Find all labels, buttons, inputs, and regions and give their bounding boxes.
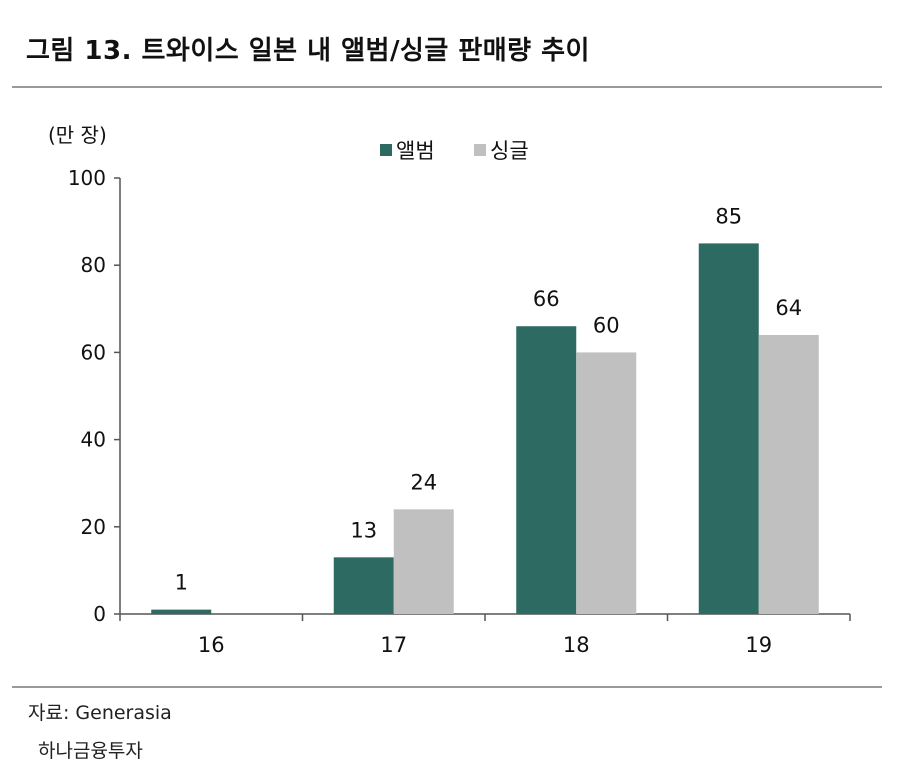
data-label-single: 24 (410, 470, 437, 494)
data-label-album: 66 (533, 287, 560, 311)
legend-label-single: 싱글 (490, 139, 529, 163)
data-label-album: 1 (175, 571, 188, 595)
top-divider (12, 86, 882, 88)
publisher-note: 하나금융투자 (38, 740, 143, 762)
legend-swatch-single (474, 144, 486, 156)
y-tick-label: 80 (81, 253, 106, 277)
x-tick-label: 19 (745, 633, 772, 657)
bar-single (576, 352, 637, 614)
bar-album (698, 243, 759, 614)
legend-label-album: 앨범 (396, 139, 435, 163)
bar-single (758, 334, 819, 614)
data-label-single: 64 (775, 296, 802, 320)
x-tick-label: 18 (563, 633, 590, 657)
data-label-album: 85 (715, 204, 742, 228)
y-tick-label: 40 (81, 428, 106, 452)
y-tick-label: 0 (93, 602, 106, 626)
unit-label: (만 장) (48, 123, 107, 147)
bottom-divider (12, 686, 882, 688)
y-tick-label: 60 (81, 340, 106, 364)
data-label-album: 13 (350, 518, 377, 542)
legend-swatch-album (380, 144, 392, 156)
x-tick-label: 16 (198, 633, 225, 657)
y-tick-label: 20 (81, 515, 106, 539)
x-tick-label: 17 (380, 633, 407, 657)
data-label-single: 60 (593, 313, 620, 337)
source-note: 자료: Generasia (28, 702, 172, 724)
figure-title: 그림 13. 트와이스 일본 내 앨범/싱글 판매량 추이 (26, 36, 590, 66)
bar-album (516, 326, 577, 614)
bar-album (333, 557, 394, 614)
bar-album (151, 609, 212, 614)
bar-single (393, 509, 454, 614)
y-tick-label: 100 (68, 166, 106, 190)
